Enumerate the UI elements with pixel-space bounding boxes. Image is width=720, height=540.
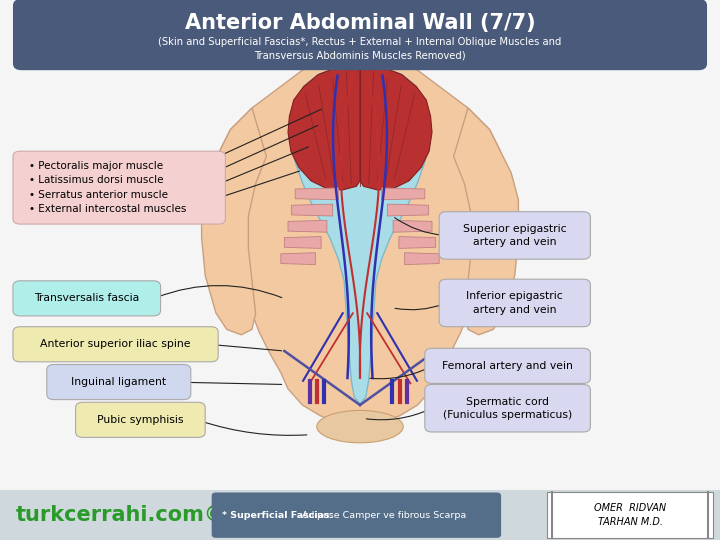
- FancyBboxPatch shape: [13, 151, 225, 224]
- FancyBboxPatch shape: [547, 492, 713, 538]
- Polygon shape: [288, 220, 327, 232]
- Polygon shape: [216, 57, 504, 424]
- FancyBboxPatch shape: [439, 279, 590, 327]
- Polygon shape: [360, 64, 432, 190]
- Polygon shape: [292, 204, 333, 216]
- FancyBboxPatch shape: [47, 364, 191, 400]
- Polygon shape: [382, 188, 425, 200]
- Text: Inferior epigastric
artery and vein: Inferior epigastric artery and vein: [467, 292, 563, 314]
- Text: Superior epigastric
artery and vein: Superior epigastric artery and vein: [463, 224, 567, 247]
- Polygon shape: [284, 237, 321, 248]
- Polygon shape: [387, 204, 428, 216]
- Polygon shape: [454, 108, 518, 335]
- Polygon shape: [399, 237, 436, 248]
- Polygon shape: [281, 253, 315, 265]
- Text: OMER  RIDVAN
TARHAN M.D.: OMER RIDVAN TARHAN M.D.: [594, 503, 666, 527]
- FancyBboxPatch shape: [13, 327, 218, 362]
- Text: Anterior Abdominal Wall (7/7): Anterior Abdominal Wall (7/7): [185, 13, 535, 33]
- FancyBboxPatch shape: [13, 281, 161, 316]
- Text: turkcerrahi.com©: turkcerrahi.com©: [16, 505, 225, 525]
- Polygon shape: [288, 64, 360, 190]
- Text: Femoral artery and vein: Femoral artery and vein: [442, 361, 573, 371]
- Text: (Skin and Superficial Fascias*, Rectus + External + Internal Oblique Muscles and: (Skin and Superficial Fascias*, Rectus +…: [158, 37, 562, 60]
- FancyBboxPatch shape: [13, 0, 707, 70]
- Text: Transversalis fascia: Transversalis fascia: [34, 293, 140, 303]
- FancyBboxPatch shape: [212, 492, 501, 538]
- Polygon shape: [405, 253, 439, 265]
- Text: Spermatic cord
(Funiculus spermaticus): Spermatic cord (Funiculus spermaticus): [443, 397, 572, 420]
- FancyBboxPatch shape: [425, 384, 590, 432]
- Text: • Pectoralis major muscle
• Latissimus dorsi muscle
• Serratus anterior muscle
•: • Pectoralis major muscle • Latissimus d…: [29, 161, 186, 214]
- Text: * Superficial Fascias:: * Superficial Fascias:: [222, 511, 333, 519]
- FancyBboxPatch shape: [425, 348, 590, 383]
- FancyBboxPatch shape: [439, 212, 590, 259]
- Polygon shape: [289, 64, 431, 404]
- FancyBboxPatch shape: [76, 402, 205, 437]
- Polygon shape: [202, 108, 266, 335]
- Text: Anterior superior iliac spine: Anterior superior iliac spine: [40, 339, 191, 349]
- Polygon shape: [393, 220, 432, 232]
- Text: Adipose Camper ve fibrous Scarpa: Adipose Camper ve fibrous Scarpa: [299, 511, 466, 519]
- Text: Pubic symphisis: Pubic symphisis: [97, 415, 184, 425]
- Ellipse shape: [319, 6, 402, 58]
- Ellipse shape: [317, 410, 403, 443]
- Text: Inguinal ligament: Inguinal ligament: [71, 377, 166, 387]
- Polygon shape: [295, 188, 338, 200]
- FancyBboxPatch shape: [0, 490, 720, 540]
